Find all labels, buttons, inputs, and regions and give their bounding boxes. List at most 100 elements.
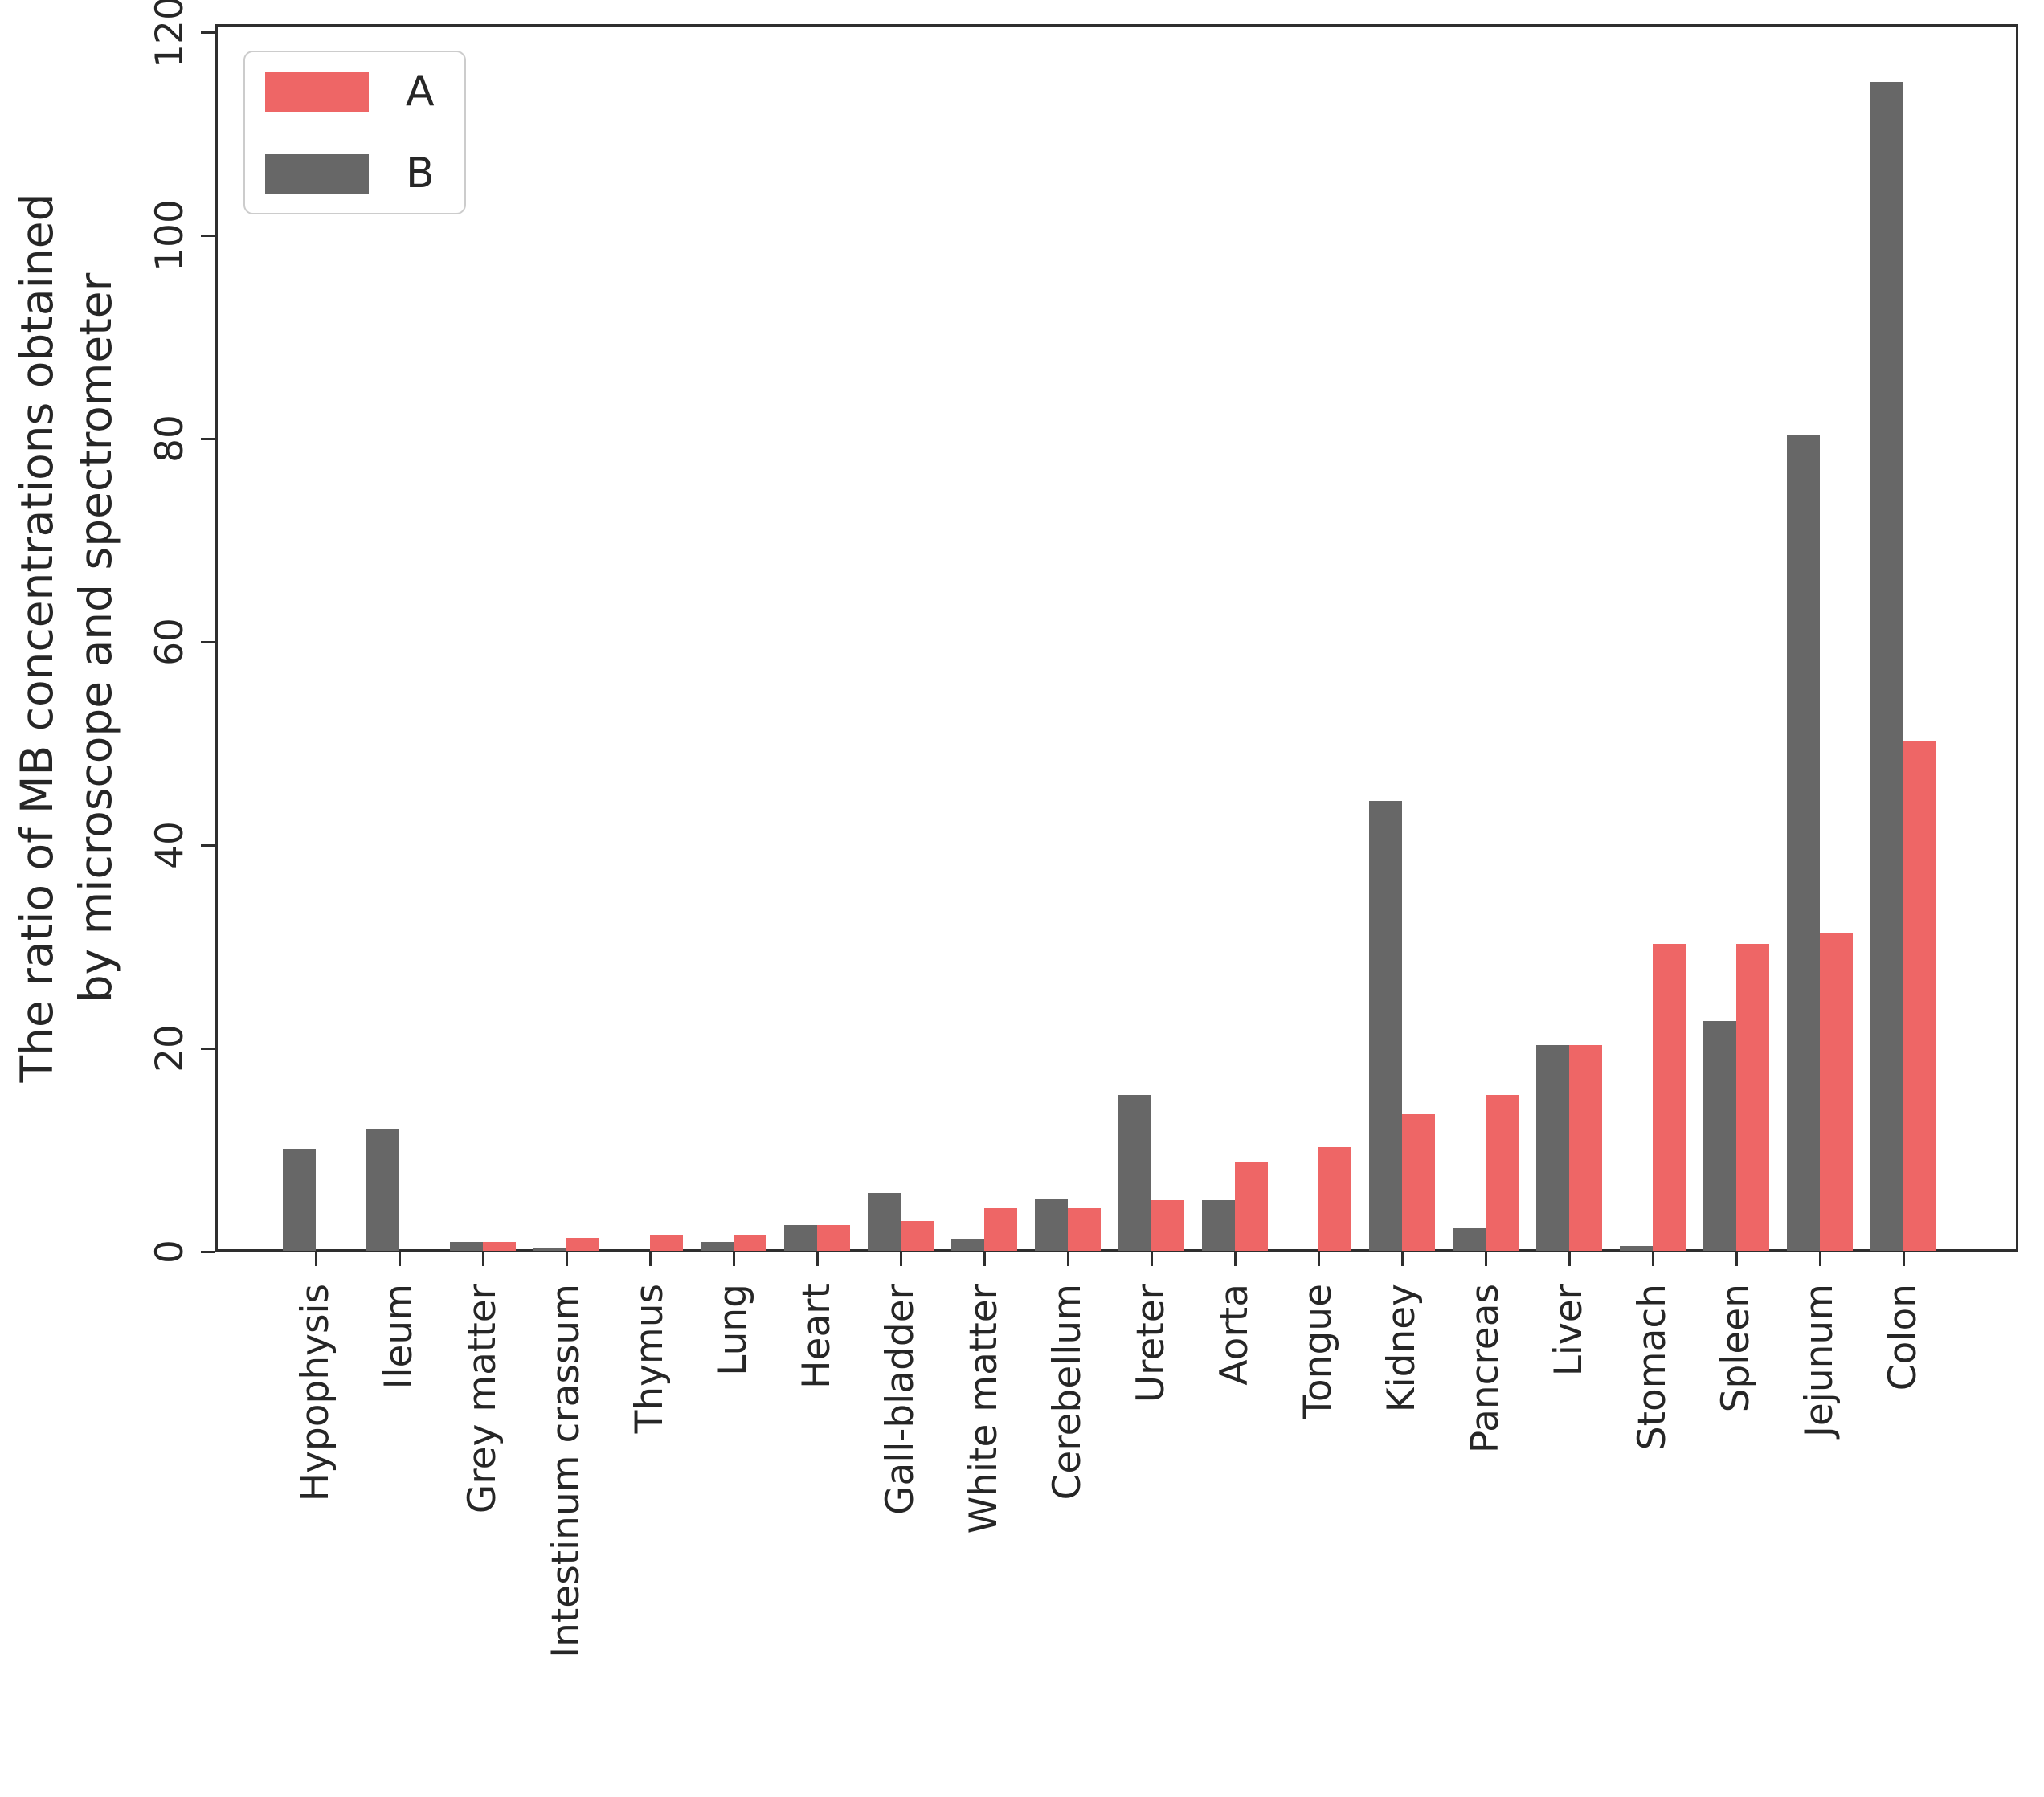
bar-a-white-matter xyxy=(984,1208,1017,1251)
x-tick-liver xyxy=(1568,1252,1571,1266)
bar-b-spleen xyxy=(1703,1021,1736,1251)
bar-a-intestinum-crassum xyxy=(566,1238,599,1251)
x-tick-label-ileum: Ileum xyxy=(377,1284,421,1390)
legend-label-series-a: A xyxy=(406,67,435,116)
x-tick-pancreas xyxy=(1484,1252,1487,1266)
x-tick-cerebellum xyxy=(1066,1252,1069,1266)
bar-b-pancreas xyxy=(1453,1228,1486,1251)
x-tick-spleen xyxy=(1735,1252,1738,1266)
bar-b-liver xyxy=(1536,1045,1569,1251)
y-tick-label-0: 0 xyxy=(148,1240,192,1264)
y-axis-label-line-2: by microscope and spectrometer xyxy=(70,272,121,1003)
x-tick-tongue xyxy=(1317,1252,1320,1266)
y-tick-120 xyxy=(201,31,215,34)
y-tick-label-40: 40 xyxy=(148,821,192,869)
x-tick-stomach xyxy=(1651,1252,1654,1266)
y-tick-60 xyxy=(201,640,215,643)
legend-row-a: A xyxy=(265,67,464,116)
bar-b-heart xyxy=(784,1225,817,1251)
legend-swatch-series-a xyxy=(265,71,369,112)
bar-b-gall-bladder xyxy=(868,1193,901,1251)
bar-a-colon xyxy=(1903,741,1936,1251)
bar-a-aorta xyxy=(1235,1162,1268,1251)
bar-a-kidney xyxy=(1402,1114,1435,1251)
x-tick-label-ureter: Ureter xyxy=(1129,1284,1173,1403)
y-tick-label-60: 60 xyxy=(148,618,192,666)
bar-a-jejunum xyxy=(1820,933,1853,1251)
bar-a-heart xyxy=(817,1225,850,1251)
bar-b-hypophysis xyxy=(283,1149,316,1251)
x-tick-label-colon: Colon xyxy=(1881,1284,1925,1391)
y-tick-label-120: 120 xyxy=(148,0,192,68)
y-tick-label-80: 80 xyxy=(148,415,192,463)
x-tick-label-intestinum-crassum: Intestinum crassum xyxy=(544,1284,588,1658)
x-tick-label-heart: Heart xyxy=(795,1284,839,1389)
x-tick-kidney xyxy=(1400,1252,1404,1266)
y-tick-20 xyxy=(201,1047,215,1050)
bar-b-colon xyxy=(1870,82,1903,1251)
x-tick-label-grey-matter: Grey matter xyxy=(460,1284,505,1514)
x-tick-label-hypophysis: Hypophysis xyxy=(293,1284,337,1502)
x-tick-thymus xyxy=(648,1252,652,1266)
bar-a-stomach xyxy=(1653,944,1686,1251)
x-tick-label-white-matter: White matter xyxy=(962,1284,1006,1534)
y-tick-80 xyxy=(201,437,215,440)
legend: A B xyxy=(243,51,466,214)
x-tick-white-matter xyxy=(983,1252,986,1266)
x-tick-label-tongue: Tongue xyxy=(1296,1284,1340,1419)
bar-b-jejunum xyxy=(1787,435,1820,1251)
x-tick-label-aorta: Aorta xyxy=(1212,1284,1257,1386)
x-tick-gall-bladder xyxy=(899,1252,902,1266)
bar-b-aorta xyxy=(1202,1200,1235,1251)
bar-b-ileum xyxy=(366,1129,399,1251)
bar-a-ureter xyxy=(1151,1200,1184,1251)
bar-a-grey-matter xyxy=(483,1242,516,1251)
bar-a-liver xyxy=(1569,1045,1602,1251)
x-tick-jejunum xyxy=(1818,1252,1821,1266)
bar-b-kidney xyxy=(1369,801,1402,1251)
y-tick-100 xyxy=(201,234,215,237)
x-tick-hypophysis xyxy=(314,1252,317,1266)
x-tick-heart xyxy=(816,1252,819,1266)
y-axis-label-line-1: The ratio of MB concentrations obtained xyxy=(11,193,63,1083)
bar-a-pancreas xyxy=(1486,1095,1519,1251)
x-tick-lung xyxy=(732,1252,735,1266)
bar-a-tongue xyxy=(1318,1147,1351,1251)
x-tick-label-kidney: Kidney xyxy=(1380,1284,1424,1413)
legend-swatch-series-b xyxy=(265,153,369,194)
x-tick-label-lung: Lung xyxy=(711,1284,755,1376)
x-tick-label-thymus: Thymus xyxy=(628,1284,672,1434)
x-tick-label-liver: Liver xyxy=(1547,1284,1591,1377)
x-tick-label-spleen: Spleen xyxy=(1714,1284,1758,1413)
x-tick-aorta xyxy=(1233,1252,1237,1266)
y-tick-label-100: 100 xyxy=(148,199,192,272)
bar-b-ureter xyxy=(1118,1095,1151,1251)
legend-label-series-b: B xyxy=(406,149,435,198)
x-tick-intestinum-crassum xyxy=(565,1252,568,1266)
bar-a-cerebellum xyxy=(1068,1208,1101,1251)
x-tick-grey-matter xyxy=(481,1252,484,1266)
legend-row-b: B xyxy=(265,149,464,198)
bar-b-stomach xyxy=(1620,1246,1653,1251)
bar-b-intestinum-crassum xyxy=(533,1248,566,1251)
x-tick-label-pancreas: Pancreas xyxy=(1463,1284,1507,1454)
x-tick-ileum xyxy=(398,1252,401,1266)
x-tick-label-gall-bladder: Gall-bladder xyxy=(878,1284,922,1515)
bar-a-spleen xyxy=(1736,944,1769,1251)
x-tick-label-cerebellum: Cerebellum xyxy=(1045,1284,1089,1501)
bar-a-lung xyxy=(734,1235,766,1251)
bar-a-gall-bladder xyxy=(901,1221,934,1251)
bar-b-grey-matter xyxy=(450,1242,483,1251)
y-axis-label: The ratio of MB concentrations obtained … xyxy=(8,0,129,1321)
bar-b-cerebellum xyxy=(1035,1199,1068,1251)
bar-b-white-matter xyxy=(951,1239,984,1251)
bar-a-thymus xyxy=(650,1235,683,1251)
x-tick-ureter xyxy=(1150,1252,1153,1266)
x-tick-label-jejunum: Jejunum xyxy=(1797,1284,1842,1437)
y-tick-0 xyxy=(201,1250,215,1253)
y-tick-40 xyxy=(201,843,215,847)
x-tick-label-stomach: Stomach xyxy=(1630,1284,1674,1451)
x-tick-colon xyxy=(1902,1252,1905,1266)
y-tick-label-20: 20 xyxy=(148,1024,192,1072)
